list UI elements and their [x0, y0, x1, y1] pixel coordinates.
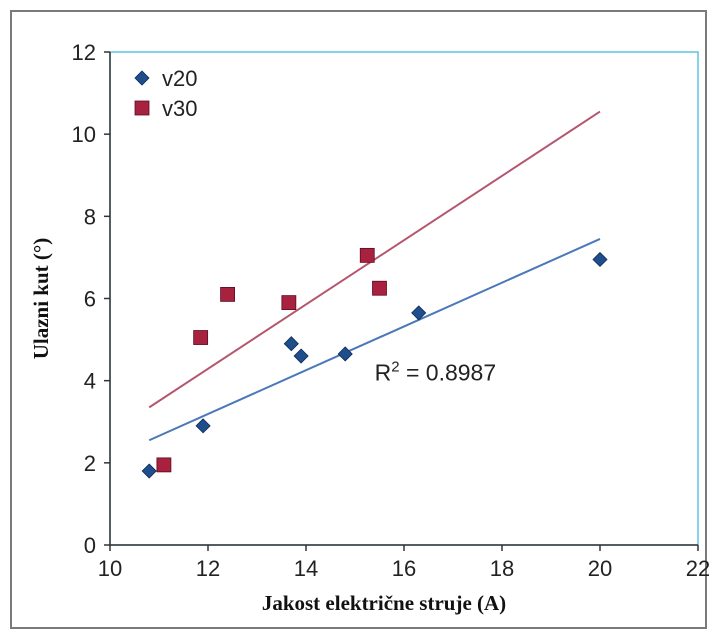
x-tick-label: 18: [490, 556, 514, 581]
y-axis-title: Ulazni kut (°): [29, 238, 53, 360]
x-axis-title: Jakost električne struje (A): [262, 591, 506, 615]
y-tick-label: 0: [84, 533, 96, 558]
legend-label-v20: v20: [162, 66, 197, 91]
trendline-v20: [149, 239, 600, 440]
legend-marker-v30: [135, 101, 149, 115]
data-point-v20: [196, 419, 210, 433]
legend-label-v30: v30: [162, 96, 197, 121]
plot-area-frame: [110, 52, 698, 545]
x-tick-label: 22: [686, 556, 709, 581]
data-point-v30: [221, 287, 235, 301]
x-tick-label: 10: [98, 556, 122, 581]
data-point-v30: [373, 281, 387, 295]
data-point-v30: [360, 248, 374, 262]
y-tick-label: 12: [72, 40, 96, 65]
y-tick-label: 8: [84, 204, 96, 229]
x-tick-label: 20: [588, 556, 612, 581]
r-squared-annotation: R2 = 0.8987: [375, 359, 497, 386]
y-tick-label: 10: [72, 122, 96, 147]
x-tick-label: 14: [294, 556, 318, 581]
data-point-v30: [282, 296, 296, 310]
data-point-v30: [157, 458, 171, 472]
data-point-v30: [194, 331, 208, 345]
x-tick-label: 16: [392, 556, 416, 581]
legend-marker-v20: [135, 71, 149, 85]
data-point-v20: [284, 337, 298, 351]
y-tick-label: 2: [84, 451, 96, 476]
data-point-v20: [142, 464, 156, 478]
x-tick-label: 12: [196, 556, 220, 581]
chart-figure: 0 2 4 6 8 10 12 10 12 14 16 18 20 22 Jakost električne…: [10, 10, 707, 629]
y-tick-label: 6: [84, 287, 96, 312]
data-point-v20: [593, 252, 607, 266]
y-tick-label: 4: [84, 369, 96, 394]
data-point-v20: [294, 349, 308, 363]
scatter-chart: 0 2 4 6 8 10 12 10 12 14 16 18 20 22 Jakost električne…: [12, 12, 709, 631]
data-point-v20: [338, 347, 352, 361]
